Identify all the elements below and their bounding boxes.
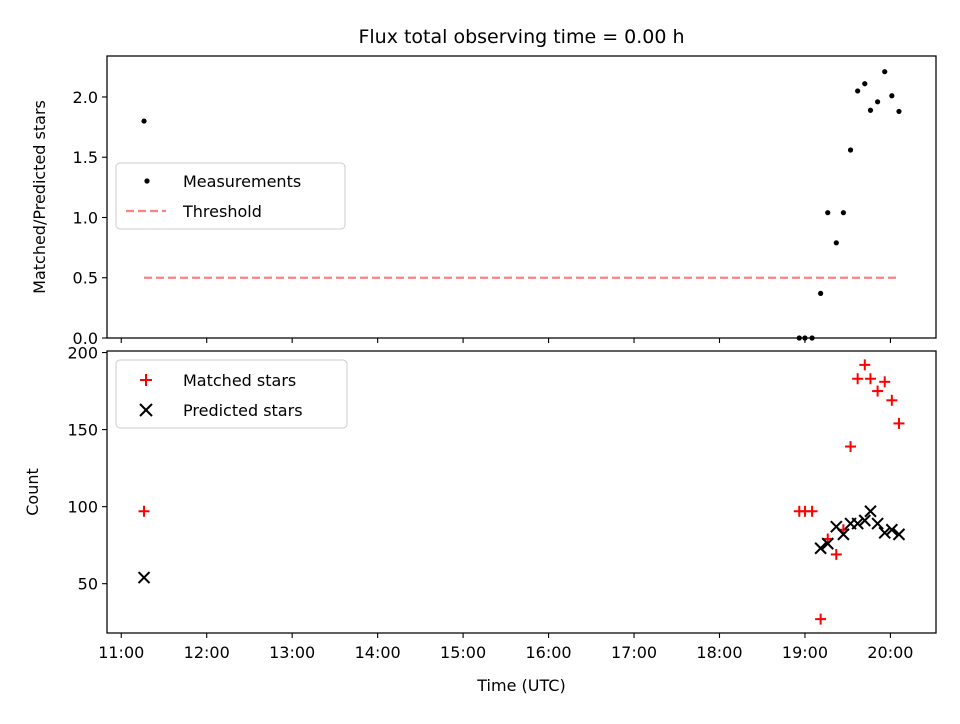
predicted-star-point [814,542,827,555]
measurement-point [847,147,854,153]
measurement-point [896,108,902,115]
measurement-point [867,107,874,113]
bottom-x-tick-label: 19:00 [782,643,828,662]
bottom-y-tick-label: 150 [67,421,98,440]
bottom-y-axis: 50 100 150 200 [67,344,107,594]
legend-matched-marker [140,374,152,386]
bottom-x-tick-label: 16:00 [526,643,572,662]
bottom-y-tick-label: 200 [67,344,98,363]
bottom-legend-box [115,359,348,429]
chart-title: Flux total observing time = 0.00 h [358,26,684,48]
bottom-marks [137,359,906,625]
top-panel: 0.00.51.01.52.0 Matched/Predicted stars … [30,55,937,348]
matched-star-point [859,359,871,371]
bottom-x-axis-label: Time (UTC) [476,676,565,695]
bottom-x-tick-label: 15:00 [440,643,486,662]
bottom-y-tick-label: 50 [78,575,98,594]
bottom-x-tick-label: 14:00 [355,643,401,662]
top-y-tick-label: 0.0 [73,329,98,348]
bottom-x-tick-label: 18:00 [696,643,742,662]
measurement-point [840,210,847,216]
bottom-plot-frame [106,350,937,634]
matched-star-point [138,505,150,517]
top-x-axis-ticks [120,338,891,343]
matched-star-point [879,376,891,388]
top-y-axis: 0.0 0.5 1.0 1.5 2.0 [73,88,107,348]
top-y-tick-label: 0.5 [73,269,98,288]
predicted-star-point [885,523,899,536]
matched-star-point [815,613,827,625]
measurement-point [862,81,868,87]
measurement-point [833,240,839,246]
bottom-x-tick-label: 20:00 [867,643,913,662]
measurement-point [889,93,895,99]
top-legend-box [115,162,346,230]
matched-star-point [872,385,884,397]
legend-matched-label: Matched stars [183,371,296,390]
predicted-star-point [851,517,864,530]
matched-star-point [864,373,876,385]
top-y-tick-label: 1.5 [73,148,98,167]
matched-star-point [830,548,842,560]
predicted-star-point [137,571,151,584]
predicted-star-point [871,517,884,530]
legend-measurements-marker [144,178,150,184]
legend-predicted-marker [139,403,153,417]
bottom-y-tick-label: 100 [67,498,98,517]
bottom-x-tick-label: 17:00 [611,643,657,662]
measurement-point [874,99,881,105]
measurement-point [818,290,824,297]
bottom-x-tick-label: 12:00 [184,643,230,662]
legend-predicted-label: Predicted stars [183,401,303,420]
bottom-x-tick-label: 13:00 [269,643,315,662]
predicted-star-point [892,528,906,541]
predicted-star-point [878,526,891,540]
measurement-point [882,69,888,75]
top-y-tick-label: 1.0 [73,208,98,227]
bottom-panel: 50 100 150 200 11:00 12:00 13:00 14:00 15:00 16:… [23,344,937,695]
top-y-tick-label: 2.0 [73,88,98,107]
matched-star-point [852,373,864,385]
top-y-axis-label: Matched/Predicted stars [30,100,49,294]
matched-star-point [806,505,818,517]
predicted-star-point [858,514,871,527]
predicted-star-point [837,528,850,541]
bottom-y-axis-label: Count [23,468,42,516]
measurement-point [141,118,147,124]
matched-star-point [845,441,857,453]
matched-star-point [893,417,905,429]
bottom-x-axis: 11:00 12:00 13:00 14:00 15:00 16:00 17:00 18:00… [98,633,913,662]
measurement-point [825,210,831,216]
bottom-x-tick-label: 11:00 [98,643,144,662]
predicted-star-point [821,537,834,550]
top-marks [141,69,902,341]
legend-measurements-label: Measurements [183,172,301,191]
top-plot-frame [106,55,937,339]
matched-star-point [886,394,898,406]
measurement-point [855,88,861,94]
top-legend: Measurements Threshold [115,162,346,230]
bottom-legend: Matched stars Predicted stars [115,359,348,429]
predicted-star-point [864,505,877,518]
legend-threshold-label: Threshold [182,202,262,221]
